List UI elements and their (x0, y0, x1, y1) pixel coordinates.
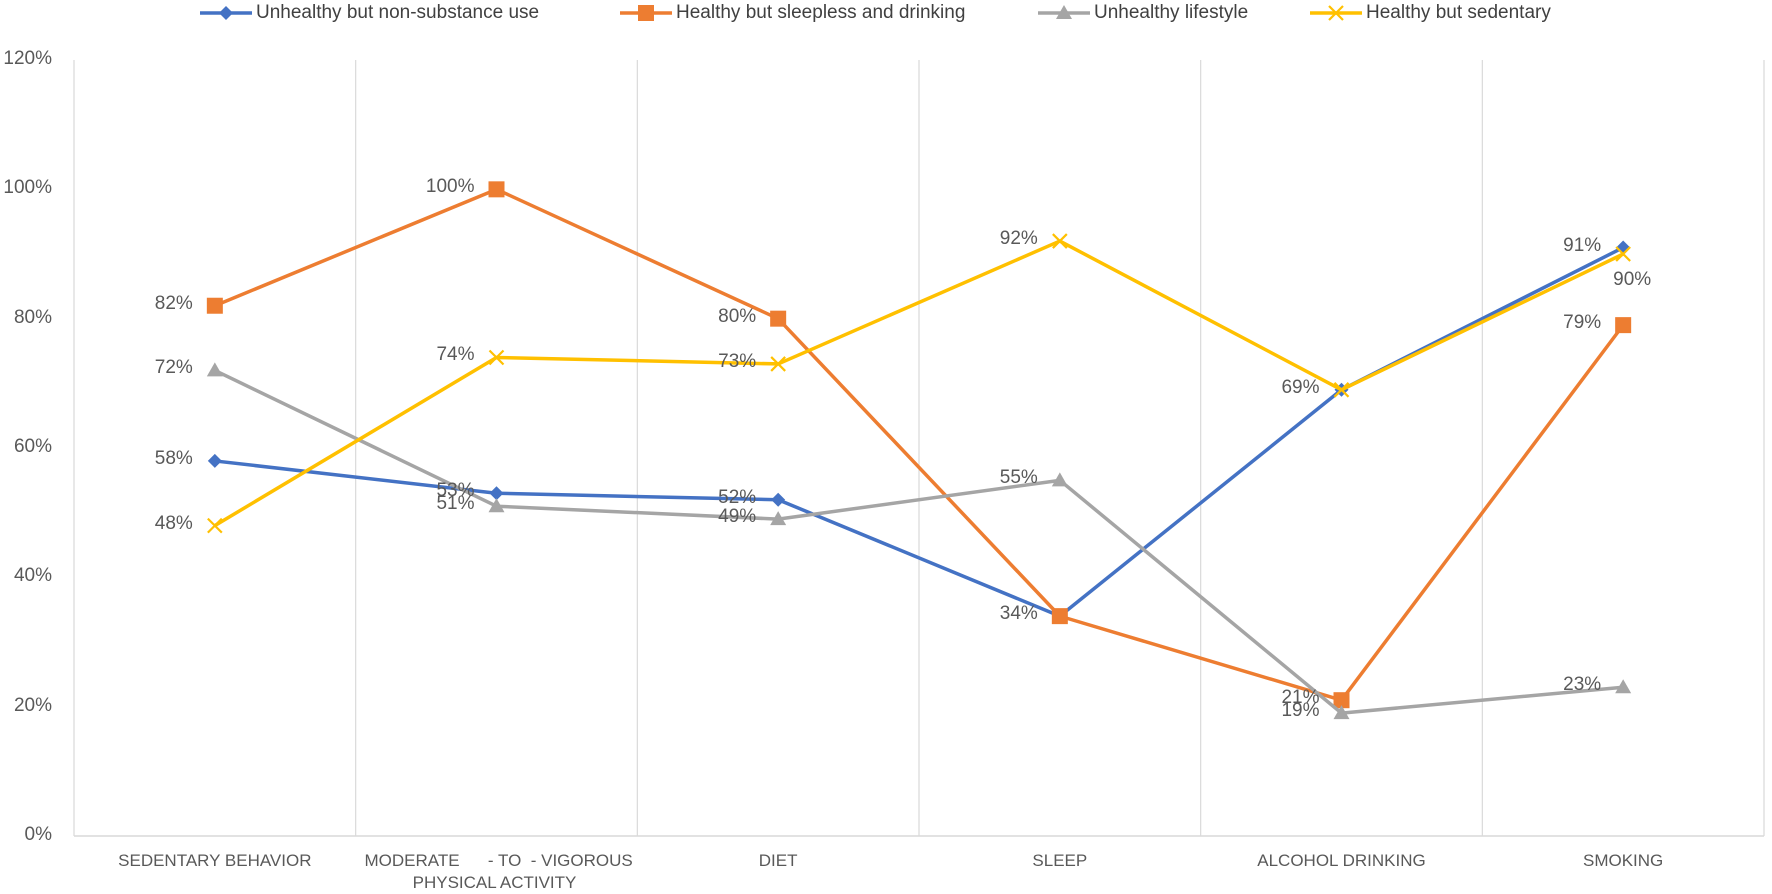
data-label: 69% (1281, 376, 1320, 398)
marker-triangle (488, 498, 505, 513)
marker-diamond (219, 6, 233, 20)
x-category-label: DIET (758, 851, 798, 870)
data-label: 34% (999, 603, 1038, 625)
marker-square (1333, 692, 1350, 709)
marker-x (1615, 246, 1631, 262)
data-label: 23% (1563, 674, 1602, 696)
marker-triangle (1056, 5, 1072, 19)
data-label: 49% (718, 506, 757, 528)
data-label: 19% (1281, 700, 1320, 722)
marker-x (770, 356, 786, 372)
x-category-label: MODERATE - TO - VIGOROUS PHYSICAL ACTIVI… (364, 851, 633, 892)
legend-item: Healthy but sleepless and drinking (620, 0, 965, 26)
data-label: 82% (154, 292, 193, 314)
marker-square (638, 5, 654, 21)
data-label: 92% (999, 228, 1038, 250)
data-label: 52% (718, 486, 757, 508)
x-category-label: SMOKING (1583, 851, 1664, 870)
data-label: 80% (718, 305, 757, 327)
legend-swatch (1310, 5, 1362, 21)
y-tick-label: 20% (13, 694, 52, 716)
data-label: 58% (154, 447, 193, 469)
legend-label: Unhealthy but non-substance use (256, 2, 540, 23)
marker-diamond (207, 453, 222, 468)
data-label: 90% (1613, 269, 1652, 290)
data-label: 72% (154, 357, 193, 379)
legend: Unhealthy but non-substance use Healthy b… (0, 0, 1772, 28)
marker-x (207, 517, 223, 534)
series-3 (207, 233, 1631, 534)
series-2 (206, 362, 1632, 720)
legend-item: Unhealthy lifestyle (1038, 0, 1248, 26)
marker-triangle (206, 362, 223, 377)
data-label: 55% (999, 467, 1038, 489)
y-tick-label: 40% (13, 565, 52, 587)
legend-swatch (620, 5, 672, 21)
marker-diamond (771, 492, 786, 507)
legend-item: Unhealthy but non-substance use (200, 0, 539, 26)
data-label: 21% (1281, 687, 1320, 709)
x-category-label: SEDENTARY BEHAVIOR (118, 851, 312, 870)
marker-square (488, 181, 505, 198)
legend-label: Healthy but sedentary (1366, 2, 1551, 23)
marker-x (488, 349, 505, 366)
y-tick-label: 0% (24, 824, 52, 845)
series-line (213, 239, 1624, 528)
legend-label: Unhealthy lifestyle (1094, 2, 1249, 23)
data-label: 79% (1563, 312, 1602, 334)
x-category-label: ALCOHOL DRINKING (1257, 851, 1426, 870)
marker-square (770, 310, 787, 327)
marker-diamond (1616, 240, 1631, 255)
series-line (214, 368, 1624, 715)
series-1 (206, 181, 1632, 709)
data-label: 53% (436, 480, 475, 502)
marker-triangle (1333, 705, 1350, 720)
data-label: 91% (1563, 234, 1602, 256)
marker-square (206, 297, 223, 314)
legend-label: Healthy but sleepless and drinking (676, 2, 966, 23)
marker-x (1328, 5, 1344, 21)
y-tick-label: 80% (13, 306, 52, 328)
data-label: 51% (436, 493, 475, 515)
legend-swatch (200, 6, 252, 20)
series-line (214, 187, 1625, 702)
data-label: 73% (718, 350, 757, 372)
data-label: 100% (425, 176, 475, 198)
x-category-label: SLEEP (1032, 851, 1088, 870)
marker-diamond (489, 486, 504, 501)
data-label: 74% (436, 344, 475, 366)
marker-triangle (1051, 472, 1068, 487)
y-tick-label: 120% (3, 48, 52, 69)
marker-square (1615, 317, 1632, 334)
marker-x (1333, 382, 1350, 398)
marker-x (1052, 233, 1068, 249)
marker-triangle (1615, 679, 1632, 694)
y-tick-label: 100% (3, 177, 52, 199)
data-label: 48% (154, 512, 193, 534)
y-tick-label: 60% (13, 436, 52, 457)
marker-square (1051, 608, 1068, 625)
legend-swatch (1038, 5, 1090, 19)
legend-item: Healthy but sedentary (1310, 0, 1551, 26)
marker-triangle (770, 511, 787, 526)
